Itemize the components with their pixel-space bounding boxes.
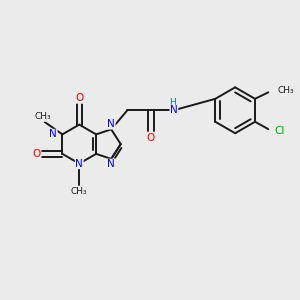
Text: CH₃: CH₃ <box>35 112 52 121</box>
Text: N: N <box>170 105 178 115</box>
Text: N: N <box>107 119 115 129</box>
Text: N: N <box>49 129 57 140</box>
Text: H: H <box>169 98 176 107</box>
Text: N: N <box>107 159 115 169</box>
Text: O: O <box>147 133 155 143</box>
Text: O: O <box>75 93 83 103</box>
Text: CH₃: CH₃ <box>277 86 294 95</box>
Text: N: N <box>75 159 83 169</box>
Text: O: O <box>32 149 40 159</box>
Text: CH₃: CH₃ <box>71 187 88 196</box>
Text: Cl: Cl <box>275 126 285 136</box>
